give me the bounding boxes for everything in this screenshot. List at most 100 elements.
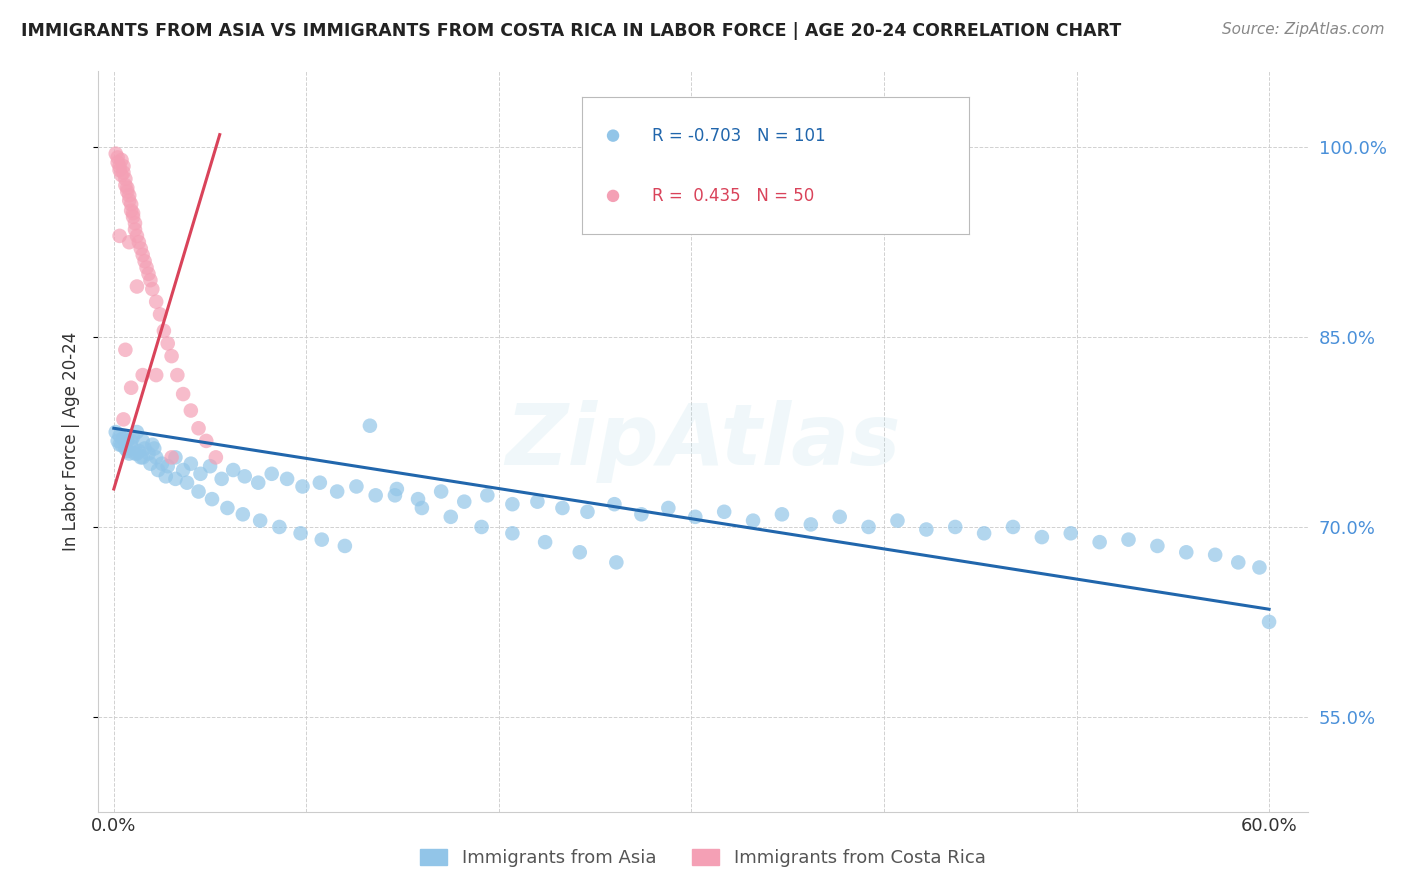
Point xyxy=(117,444,139,458)
Point xyxy=(117,185,139,199)
Point xyxy=(973,526,995,541)
Point xyxy=(800,517,823,532)
Point xyxy=(104,146,127,161)
Point xyxy=(131,434,153,448)
Point xyxy=(1001,520,1024,534)
Point xyxy=(333,539,356,553)
Point xyxy=(198,459,221,474)
Point xyxy=(233,469,256,483)
Point xyxy=(346,479,368,493)
Point xyxy=(364,488,387,502)
Point xyxy=(406,492,429,507)
Point xyxy=(713,505,735,519)
Point xyxy=(145,450,167,465)
Point xyxy=(165,450,187,465)
Point xyxy=(129,242,152,256)
Point xyxy=(260,467,283,481)
Point xyxy=(114,442,136,456)
Point xyxy=(118,446,141,460)
Text: ZipAtlas: ZipAtlas xyxy=(505,400,901,483)
Point xyxy=(603,497,626,511)
Point xyxy=(131,450,153,465)
Point xyxy=(172,387,194,401)
Point xyxy=(1227,555,1250,569)
Point xyxy=(165,472,187,486)
Point xyxy=(1118,533,1140,547)
Point xyxy=(139,273,162,287)
Point xyxy=(187,484,209,499)
Point xyxy=(107,150,129,164)
Legend: Immigrants from Asia, Immigrants from Costa Rica: Immigrants from Asia, Immigrants from Co… xyxy=(413,841,993,874)
Text: IMMIGRANTS FROM ASIA VS IMMIGRANTS FROM COSTA RICA IN LABOR FORCE | AGE 20-24 CO: IMMIGRANTS FROM ASIA VS IMMIGRANTS FROM … xyxy=(21,22,1122,40)
Point xyxy=(828,509,851,524)
Point xyxy=(247,475,270,490)
Point xyxy=(742,514,765,528)
Point xyxy=(453,494,475,508)
Point xyxy=(117,181,139,195)
Point xyxy=(118,235,141,250)
Point xyxy=(176,475,198,490)
Point xyxy=(138,267,160,281)
Point xyxy=(139,457,162,471)
Point xyxy=(211,472,233,486)
Point xyxy=(1146,539,1168,553)
Point xyxy=(526,494,548,508)
Point xyxy=(108,228,131,243)
Point xyxy=(112,166,135,180)
Point xyxy=(131,248,153,262)
Point xyxy=(1258,615,1281,629)
Point xyxy=(107,434,129,448)
Point xyxy=(108,429,131,443)
Point xyxy=(915,523,938,537)
Point xyxy=(222,463,245,477)
Point xyxy=(155,469,177,483)
Point xyxy=(124,222,146,236)
Point xyxy=(685,509,707,524)
Point xyxy=(568,545,591,559)
Point xyxy=(1249,560,1271,574)
Point xyxy=(886,514,908,528)
Point xyxy=(1088,535,1111,549)
Point xyxy=(145,294,167,309)
Point xyxy=(411,500,433,515)
Point xyxy=(630,508,652,522)
Point xyxy=(124,446,146,460)
Point xyxy=(149,307,172,321)
Point xyxy=(156,336,179,351)
Point xyxy=(534,535,557,549)
Point xyxy=(249,514,271,528)
Point xyxy=(141,438,163,452)
Point xyxy=(160,349,183,363)
Point xyxy=(114,343,136,357)
Point xyxy=(190,467,212,481)
Point xyxy=(112,431,135,445)
Point xyxy=(205,450,228,465)
Text: Source: ZipAtlas.com: Source: ZipAtlas.com xyxy=(1222,22,1385,37)
Point xyxy=(269,520,291,534)
Point xyxy=(125,279,148,293)
Point xyxy=(770,508,793,522)
Point xyxy=(1175,545,1198,559)
Point xyxy=(440,509,463,524)
Point xyxy=(477,488,499,502)
Y-axis label: In Labor Force | Age 20-24: In Labor Force | Age 20-24 xyxy=(62,332,80,551)
Point xyxy=(118,194,141,208)
Point xyxy=(430,484,453,499)
Point xyxy=(114,172,136,186)
Point xyxy=(122,430,145,444)
Point xyxy=(501,497,523,511)
Point xyxy=(134,442,156,456)
Point xyxy=(359,418,381,433)
Point xyxy=(471,520,494,534)
Point xyxy=(657,500,679,515)
Point xyxy=(134,254,156,268)
Point xyxy=(384,488,406,502)
Point xyxy=(120,434,142,448)
Point xyxy=(112,159,135,173)
Point xyxy=(1060,526,1083,541)
Point xyxy=(145,368,167,383)
Point xyxy=(110,153,132,167)
Point xyxy=(605,555,627,569)
Point xyxy=(108,438,131,452)
Point xyxy=(141,282,163,296)
